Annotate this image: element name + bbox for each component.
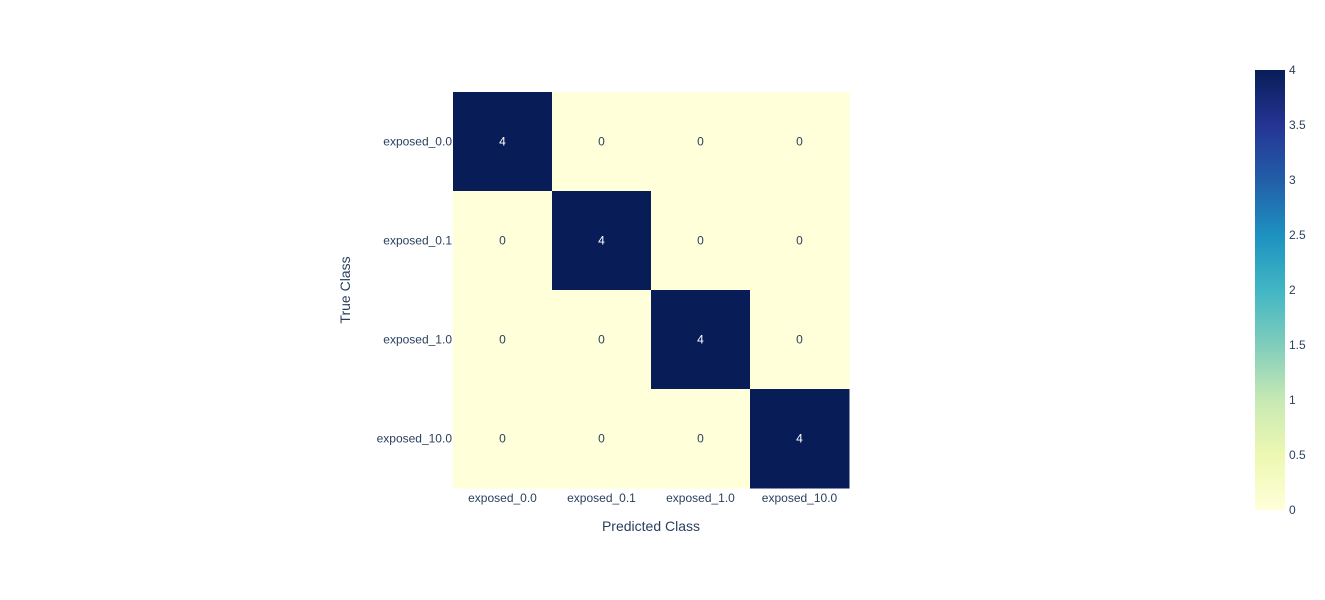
- cell-value-label: 0: [598, 333, 605, 347]
- cell-value-label: 4: [796, 432, 803, 446]
- colorbar-tick-label: 3.5: [1289, 118, 1306, 132]
- colorbar-tick-label: 1.5: [1289, 338, 1306, 352]
- cell-value-label: 0: [499, 234, 506, 248]
- colorbar-tick-label: 4: [1289, 63, 1296, 77]
- cell-value-label: 0: [697, 135, 704, 149]
- colorbar-tick-label: 0.5: [1289, 448, 1306, 462]
- cell-value-label: 0: [697, 234, 704, 248]
- cell-value-label: 0: [796, 333, 803, 347]
- heatmap-cell: [651, 389, 751, 489]
- heatmap-cell: [453, 191, 553, 291]
- x-tick-label: exposed_10.0: [762, 491, 838, 505]
- y-axis-ticks: exposed_0.0 exposed_0.1 exposed_1.0exposed…: [377, 135, 453, 446]
- x-axis-title: Predicted Class: [602, 518, 700, 534]
- cell-value-label: 0: [598, 432, 605, 446]
- colorbar-ticks: 0 0.5 1 1.5 2 2.5 3 3.5 4: [1289, 63, 1306, 517]
- heatmap-cell: [552, 290, 652, 390]
- heatmap-cell: [750, 389, 850, 489]
- y-tick-label: exposed_1.0: [383, 333, 452, 347]
- cell-value-label: 0: [499, 432, 506, 446]
- cell-value-label: 4: [499, 135, 506, 149]
- y-tick-label: exposed_10.0: [377, 432, 453, 446]
- heatmap-cell: [453, 389, 553, 489]
- heatmap-cell: [552, 92, 652, 192]
- cell-value-label: 0: [796, 135, 803, 149]
- cell-value-label: 0: [796, 234, 803, 248]
- colorbar-tick-label: 2: [1289, 283, 1296, 297]
- heatmap-cell: [651, 191, 751, 291]
- colorbar: [1255, 70, 1285, 510]
- heatmap-cell-labels: 4 0 0 0 0 4 0 0 0 0 4 0 0 0 0 4: [499, 135, 803, 446]
- heatmap-cell: [651, 290, 751, 390]
- x-tick-label: exposed_0.0: [468, 491, 537, 505]
- colorbar-tick-label: 0: [1289, 503, 1296, 517]
- heatmap-cells: [453, 92, 850, 489]
- cell-value-label: 0: [697, 432, 704, 446]
- x-axis-ticks: exposed_0.0 exposed_0.1 exposed_1.0 exposed…: [468, 491, 837, 505]
- cell-value-label: 0: [499, 333, 506, 347]
- x-tick-label: exposed_1.0: [666, 491, 735, 505]
- cell-value-label: 4: [697, 333, 704, 347]
- colorbar-tick-label: 1: [1289, 393, 1296, 407]
- x-tick-label: exposed_0.1: [567, 491, 636, 505]
- y-tick-label: exposed_0.0: [383, 135, 452, 149]
- cell-value-label: 0: [598, 135, 605, 149]
- heatmap-cell: [750, 191, 850, 291]
- y-tick-label: exposed_0.1: [383, 234, 452, 248]
- cell-value-label: 4: [598, 234, 605, 248]
- colorbar-tick-label: 2.5: [1289, 228, 1306, 242]
- heatmap-cell: [651, 92, 751, 192]
- heatmap-cell: [750, 92, 850, 192]
- y-axis-title: True Class: [337, 256, 353, 323]
- heatmap-cell: [750, 290, 850, 390]
- heatmap-cell: [453, 92, 553, 192]
- heatmap-cell: [453, 290, 553, 390]
- heatmap-cell: [552, 389, 652, 489]
- colorbar-tick-label: 3: [1289, 173, 1296, 187]
- heatmap-cell: [552, 191, 652, 291]
